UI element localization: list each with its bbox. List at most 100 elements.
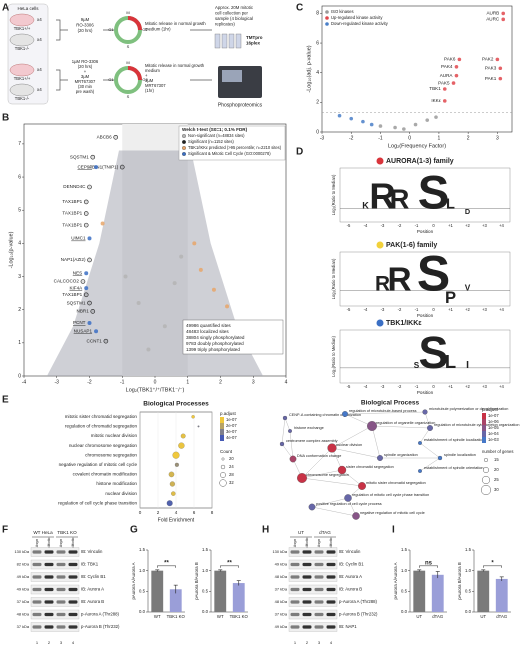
drug: MRT67307	[75, 79, 96, 84]
antibody-label: IB: TBK1	[81, 562, 99, 567]
y-tick-label: 0.5	[202, 588, 209, 593]
node-label: regulation of microtubule cytoskeleton o…	[434, 423, 519, 427]
replicates: x4	[37, 87, 42, 92]
bar	[431, 574, 444, 612]
release: Mitotic release in normal growth	[145, 21, 206, 26]
y-axis-label: pAurora B/Aurora B	[194, 562, 199, 600]
position-label: -1	[415, 307, 419, 312]
y-tick-label: 8	[316, 11, 319, 17]
band	[290, 575, 300, 579]
position-label: -4	[364, 223, 368, 228]
point	[442, 99, 447, 103]
annotation: 49986 quantified sites	[186, 323, 231, 328]
x-tick-label: 3	[496, 135, 499, 141]
size-key	[481, 485, 492, 496]
edge	[301, 469, 343, 479]
point-label: SQSTM1	[67, 300, 86, 305]
band	[302, 612, 312, 617]
band	[302, 625, 312, 629]
x-tick-label: 1	[438, 135, 441, 141]
point	[172, 281, 177, 286]
significance-bracket	[419, 565, 438, 568]
legend-title: p.adjust	[220, 411, 237, 416]
point-label: AURC	[486, 17, 500, 22]
point	[425, 118, 430, 122]
node	[308, 503, 316, 511]
point	[361, 119, 365, 124]
x-axis-label: Position	[417, 313, 434, 318]
band	[314, 625, 324, 629]
blot-strip	[30, 547, 80, 557]
band	[44, 612, 54, 617]
x-tick-label: 4	[175, 510, 178, 515]
band	[56, 550, 66, 554]
x-tick-label: -3	[55, 379, 60, 385]
band	[326, 600, 336, 604]
point	[454, 64, 459, 69]
band	[32, 550, 42, 554]
colorbar-cell	[482, 437, 486, 443]
node	[437, 455, 443, 461]
category-label: nuclear division	[105, 491, 137, 496]
marker-label: 130 kDa	[15, 549, 30, 554]
x-tick-label: UT	[480, 614, 486, 619]
node-label: chromosome segregation	[306, 473, 349, 477]
stats-box	[182, 319, 284, 355]
point-label: NBR1	[77, 309, 90, 314]
drug: +	[84, 69, 87, 74]
point	[378, 124, 383, 128]
y-tick-label: 0.0	[202, 609, 209, 614]
node	[282, 415, 288, 421]
node-label: regulation of mitotic cell cycle phase t…	[352, 493, 429, 497]
marker-label: 48 kDa	[275, 599, 288, 604]
position-label: +2	[465, 307, 470, 312]
ms-label: Phosphoproteomics	[218, 102, 263, 108]
position-label: +3	[482, 307, 487, 312]
category-label: regulation of chromatid segregation	[65, 424, 137, 429]
drug: RO-3306	[76, 23, 94, 28]
lane-number: 2	[48, 640, 51, 645]
y-tick-label: 3	[18, 274, 21, 280]
dish	[9, 83, 35, 97]
drug: pre wash)	[76, 89, 95, 94]
release: MRT67307	[145, 83, 166, 88]
residue: R	[375, 273, 390, 296]
residue: D	[465, 207, 470, 216]
position-label: -5	[347, 223, 351, 228]
point	[211, 287, 216, 292]
node-label: histone exchange	[294, 426, 324, 430]
release: medium (1hr)	[145, 27, 171, 32]
point	[451, 81, 456, 85]
point	[83, 222, 89, 228]
panel-label: E	[2, 395, 9, 406]
point-label: CEP97	[77, 164, 92, 169]
colorbar-cell	[482, 419, 486, 425]
lane-number: 1	[294, 640, 297, 645]
node	[279, 441, 285, 447]
node-label: establishment of spindle orientation	[424, 466, 484, 470]
x-tick-label: 0	[154, 379, 157, 385]
point-label: PAK4	[441, 64, 453, 69]
colorbar-cell	[482, 413, 486, 419]
edge	[419, 442, 441, 459]
residue: S	[419, 327, 449, 378]
phase: M	[126, 10, 129, 15]
legend-label: TBK1/IKKε predicted (>95 percentile; n=2…	[188, 145, 282, 150]
point-label: AURB	[486, 11, 499, 16]
position-label: +1	[448, 307, 453, 312]
point-label: PAK1	[485, 76, 497, 81]
band	[44, 600, 54, 604]
phase: G2	[142, 77, 148, 82]
lane-label: Mitotic	[71, 537, 75, 548]
point-label: TAX1BP1	[62, 292, 82, 297]
position-label: +3	[482, 384, 487, 389]
lane-label: Asyn	[59, 539, 63, 547]
point-label: PCNT	[73, 320, 86, 325]
panel-label: B	[2, 113, 9, 124]
genotype: TBK1-/-	[15, 46, 30, 51]
blot-strip	[288, 609, 338, 620]
band	[44, 550, 54, 554]
colorbar-cell	[220, 429, 224, 435]
position-label: +1	[448, 223, 453, 228]
